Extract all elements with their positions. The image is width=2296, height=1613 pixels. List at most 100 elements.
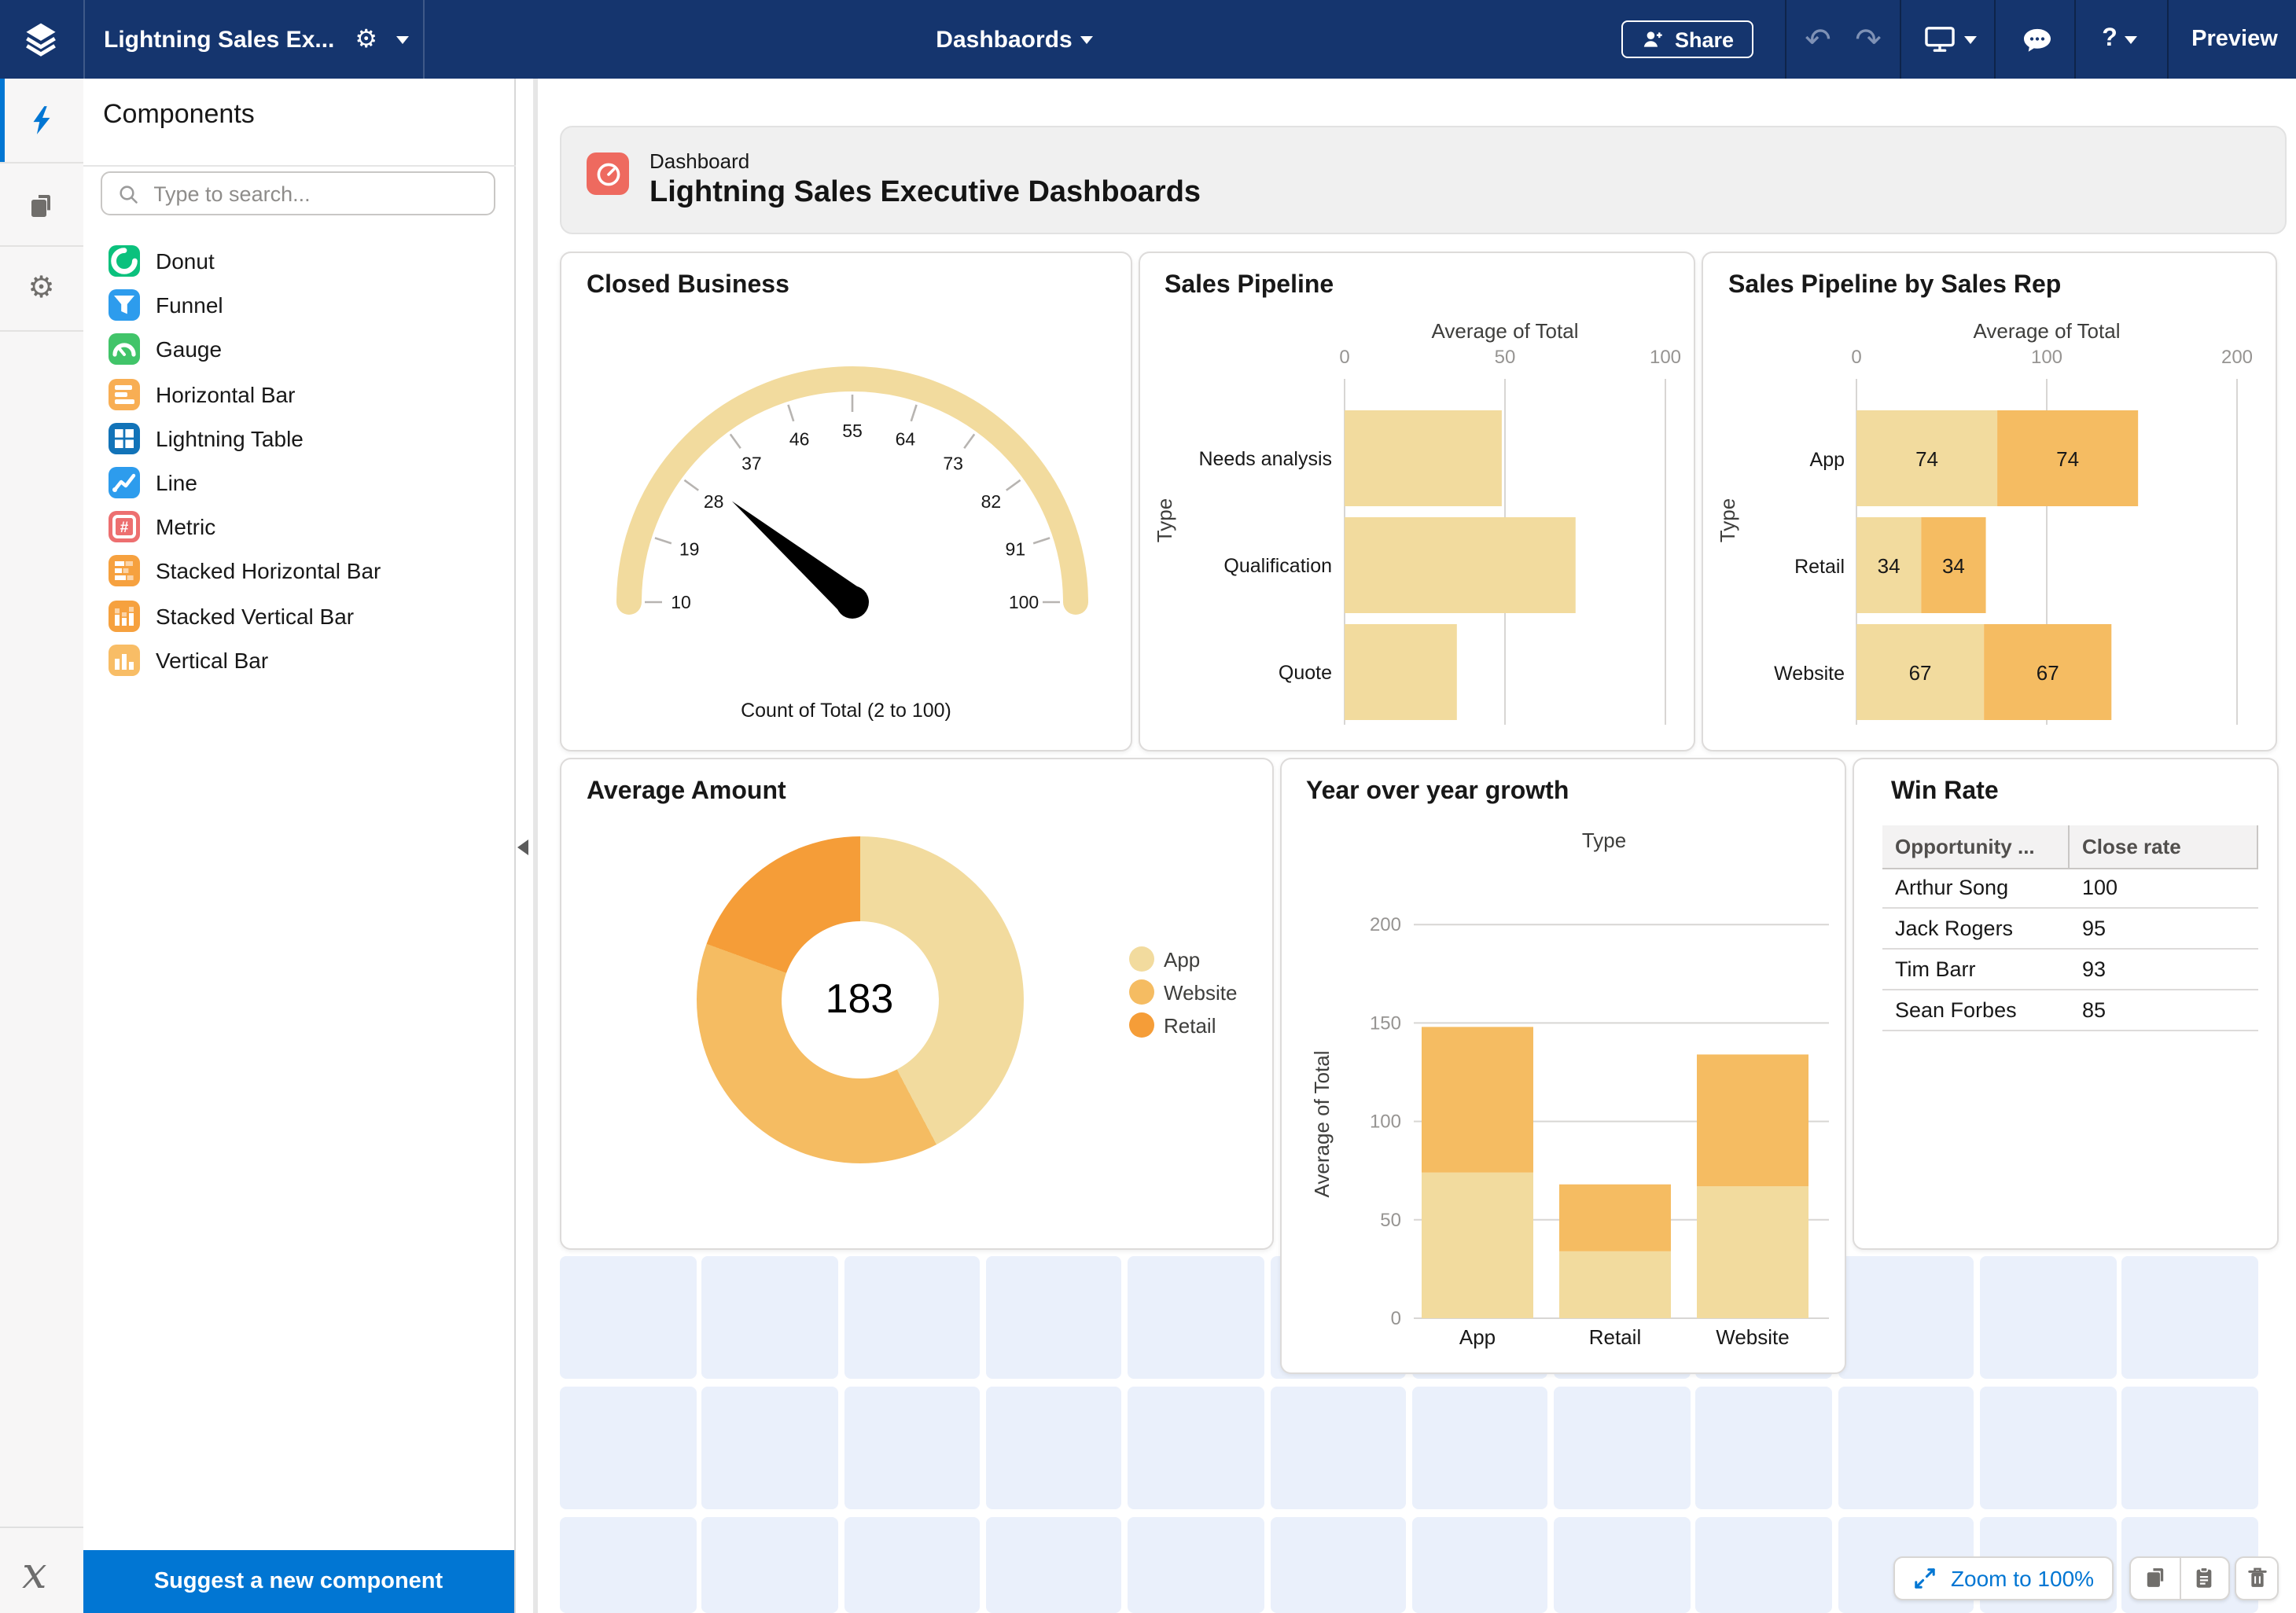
sidebar-item-gauge[interactable]: Gauge <box>83 328 515 372</box>
share-button[interactable]: Share <box>1621 20 1753 58</box>
panel-title: Components <box>103 99 255 129</box>
svg-text:0: 0 <box>1390 1307 1400 1328</box>
divider <box>1785 0 1786 79</box>
undo-button[interactable]: ↶ <box>1793 0 1843 79</box>
column-header[interactable]: Opportunity ... <box>1882 825 2070 867</box>
gear-icon: ⚙ <box>28 272 55 305</box>
divider <box>0 162 83 164</box>
grid-cell <box>985 1386 1122 1508</box>
divider <box>0 330 83 332</box>
divider <box>2074 0 2076 79</box>
grid-cell <box>701 1516 838 1613</box>
sidebar-item-donut[interactable]: Donut <box>83 239 515 283</box>
sidebar-item-horizontal-bar[interactable]: Horizontal Bar <box>83 372 515 416</box>
scrollbar[interactable] <box>533 79 538 1613</box>
legend-label: Website <box>1164 980 1238 1004</box>
svg-text:82: 82 <box>981 491 1002 512</box>
average-amount-card[interactable]: Average Amount 183 App Website Retail <box>560 757 1274 1249</box>
gauge-caption: Count of Total (2 to 100) <box>741 700 951 722</box>
cell-close-rate: 93 <box>2082 957 2107 981</box>
help-menu[interactable]: ? <box>2079 0 2161 79</box>
svg-text:Average of Total: Average of Total <box>1309 1050 1333 1197</box>
sidebar-item-stacked-vertical-bar[interactable]: Stacked Vertical Bar <box>83 593 515 637</box>
dashboard-header-banner[interactable]: Dashboard Lightning Sales Executive Dash… <box>560 126 2287 234</box>
card-title: Year over year growth <box>1306 777 1569 804</box>
rail-components-tab[interactable] <box>0 79 83 162</box>
expand-arrows-icon <box>1913 1566 1938 1591</box>
svg-text:50: 50 <box>1379 1209 1400 1230</box>
grid-cell <box>701 1386 838 1508</box>
component-search[interactable] <box>100 171 495 215</box>
app-stack-icon[interactable] <box>0 0 83 79</box>
legend-dot <box>1129 1012 1154 1038</box>
divider <box>2167 0 2169 79</box>
preview-label: Preview <box>2191 27 2278 52</box>
table-row: Sean Forbes 85 <box>1882 990 2258 1031</box>
column-header[interactable]: Close rate <box>2070 825 2258 867</box>
sidebar-item-vertical-bar[interactable]: Vertical Bar <box>83 637 515 682</box>
chart-legend: App Website Retail <box>1129 942 1237 1042</box>
sidebar-item-lightning-table[interactable]: Lightning Table <box>83 417 515 461</box>
grid-cell <box>844 1516 981 1613</box>
pipeline-by-rep-card[interactable]: Sales Pipeline by Sales Rep Average of T… <box>1702 252 2277 751</box>
svg-text:34: 34 <box>1942 554 1965 578</box>
svg-text:Qualification: Qualification <box>1223 555 1331 577</box>
trash-icon <box>2243 1565 2270 1592</box>
preview-button[interactable]: Preview <box>2173 0 2296 79</box>
legend-item-app: App <box>1129 942 1237 976</box>
svg-text:Retail: Retail <box>1588 1325 1640 1348</box>
rail-pages-tab[interactable] <box>0 164 83 247</box>
sales-pipeline-card[interactable]: Sales Pipeline Average of Total 0 50 100 Nee… <box>1138 252 1694 751</box>
sidebar-item-funnel[interactable]: Funnel <box>83 283 515 327</box>
donut-icon <box>109 245 140 277</box>
svg-text:Needs analysis: Needs analysis <box>1198 448 1331 470</box>
grid-cell <box>1270 1516 1406 1613</box>
page-title: Lightning Sales Executive Dashboards <box>649 176 1201 209</box>
sidebar-item-metric[interactable]: # Metric <box>83 505 515 549</box>
divider <box>423 0 425 79</box>
rail-settings-tab[interactable]: ⚙ <box>0 247 83 330</box>
zoom-to-100-button[interactable]: Zoom to 100% <box>1893 1556 2114 1600</box>
redo-button[interactable]: ↷ <box>1843 0 1893 79</box>
cell-opportunity-owner: Arthur Song <box>1895 876 2009 900</box>
svg-text:64: 64 <box>896 429 916 450</box>
table-icon <box>109 422 140 454</box>
paste-button[interactable] <box>2180 1558 2228 1598</box>
monitor-icon <box>1923 25 1956 53</box>
sidebar-item-line[interactable]: Line <box>83 461 515 505</box>
dashboard-title-menu[interactable]: Lightning Sales Ex... ⚙ <box>104 0 410 79</box>
divider <box>1900 0 1901 79</box>
sidebar-item-label: Lightning Table <box>156 425 304 451</box>
search-input[interactable] <box>150 180 479 207</box>
sidebar-item-stacked-horizontal-bar[interactable]: Stacked Horizontal Bar <box>83 549 515 593</box>
panel-collapse-handle[interactable] <box>517 840 528 855</box>
copy-button[interactable] <box>2131 1558 2179 1598</box>
closed-business-card[interactable]: Closed Business 10 19 28 37 46 55 64 73 82 91 100 … <box>560 252 1132 751</box>
yoy-growth-card[interactable]: Year over year growth Type 0 50 100 150 200 Ap… <box>1279 757 1845 1373</box>
suggest-component-button[interactable]: Suggest a new component <box>83 1550 514 1613</box>
caret-down-icon[interactable] <box>396 35 410 43</box>
grid-cell <box>985 1255 1122 1378</box>
win-rate-card[interactable]: Win Rate Opportunity ... Close rate Arthur… <box>1852 757 2278 1249</box>
grid-cell <box>1554 1516 1691 1613</box>
cell-opportunity-owner: Sean Forbes <box>1895 998 2017 1022</box>
component-list: Donut Funnel Gauge Horizontal Bar Lightning … <box>83 239 515 682</box>
display-size-button[interactable] <box>1906 0 1994 79</box>
left-icon-rail: ⚙ <box>0 79 84 1613</box>
divider <box>0 1527 83 1528</box>
feedback-button[interactable] <box>1999 0 2074 79</box>
legend-label: Retail <box>1164 1013 1216 1037</box>
stacked-horizontal-bar-icon <box>109 555 140 587</box>
card-title: Sales Pipeline <box>1165 272 1334 299</box>
table-row: Tim Barr 93 <box>1882 950 2258 990</box>
gear-icon[interactable]: ⚙ <box>355 27 378 53</box>
svg-text:#: # <box>120 520 129 537</box>
svg-text:55: 55 <box>842 421 863 441</box>
divider <box>83 165 515 167</box>
card-title: Closed Business <box>587 272 789 299</box>
grid-cell <box>1554 1386 1691 1508</box>
svg-text:73: 73 <box>943 454 963 474</box>
delete-button[interactable] <box>2235 1556 2279 1600</box>
svg-text:19: 19 <box>679 539 700 560</box>
dashboards-menu[interactable]: Dashbaords <box>920 0 1109 79</box>
